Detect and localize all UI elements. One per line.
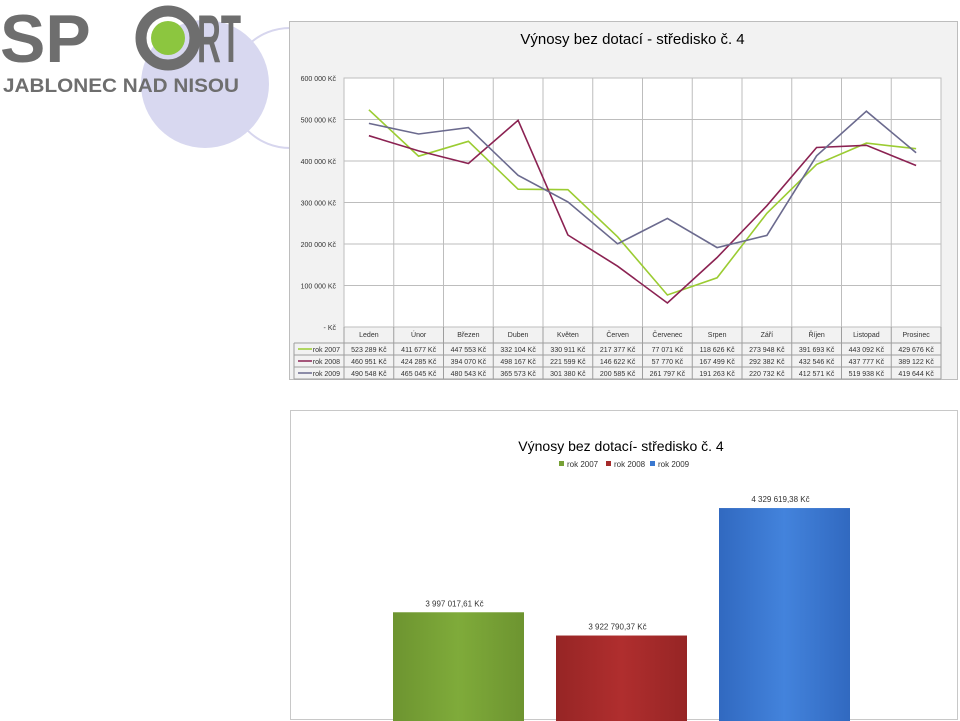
- table-cell: 437 777 Kč: [849, 359, 885, 366]
- legend-label: rok 2007: [313, 347, 340, 354]
- x-category-label: Červenec: [652, 330, 682, 339]
- table-cell: 465 045 Kč: [401, 371, 437, 378]
- table-cell: 261 797 Kč: [650, 371, 686, 378]
- x-category-label: Květen: [557, 332, 579, 339]
- y-tick-label: 200 000 Kč: [301, 242, 337, 249]
- table-cell: 480 543 Kč: [451, 371, 487, 378]
- y-tick-label: 100 000 Kč: [301, 284, 337, 291]
- series-line-rok-2009: [368, 110, 917, 249]
- bar-chart-svg: Výnosy bez dotací- středisko č. 4 rok 200…: [393, 438, 850, 721]
- table-cell: 365 573 Kč: [500, 371, 536, 378]
- table-cell: 419 644 Kč: [898, 371, 934, 378]
- y-tick-label: 300 000 Kč: [301, 201, 337, 208]
- x-category-label: Únor: [411, 330, 427, 339]
- data-label: 3 922 790,37 Kč: [588, 623, 646, 632]
- x-category-label: Srpen: [708, 332, 727, 339]
- x-category-label: Září: [761, 332, 774, 339]
- legend-label: rok 2008: [614, 460, 646, 469]
- y-tick-label: - Kč: [324, 325, 337, 332]
- sport-logo: SP RT JABLONEC NAD NISOU: [0, 1, 300, 149]
- table-cell: 217 377 Kč: [600, 347, 636, 354]
- legend-label: rok 2007: [567, 460, 599, 469]
- x-category-label: Listopad: [853, 332, 880, 339]
- table-cell: 391 693 Kč: [799, 347, 835, 354]
- table-cell: 490 548 Kč: [351, 371, 387, 378]
- data-label: 3 997 017,61 Kč: [425, 599, 483, 608]
- y-tick-label: 500 000 Kč: [301, 118, 337, 125]
- table-cell: 460 951 Kč: [351, 359, 387, 366]
- series-line-rok-2008: [368, 118, 917, 305]
- x-category-label: Říjen: [808, 330, 824, 339]
- line-chart-title: Výnosy bez dotací - středisko č. 4: [520, 31, 744, 48]
- logo-o-green: [151, 21, 185, 55]
- table-cell: 200 585 Kč: [600, 371, 636, 378]
- table-cell: 57 770 Kč: [652, 359, 684, 366]
- table-cell: 273 948 Kč: [749, 347, 785, 354]
- bar-rok-2009: [719, 508, 850, 721]
- table-cell: 292 382 Kč: [749, 359, 785, 366]
- data-label: 4 329 619,38 Kč: [751, 495, 809, 504]
- table-cell: 432 546 Kč: [799, 359, 835, 366]
- table-cell: 519 938 Kč: [849, 371, 885, 378]
- table-cell: 146 622 Kč: [600, 359, 636, 366]
- bar-chart: Výnosy bez dotací- středisko č. 4 rok 200…: [290, 410, 958, 721]
- table-cell: 447 553 Kč: [451, 347, 487, 354]
- table-cell: 523 289 Kč: [351, 347, 387, 354]
- bar-rok-2007: [393, 612, 524, 721]
- table-cell: 498 167 Kč: [500, 359, 536, 366]
- legend-swatch-rok-2007: [559, 461, 564, 466]
- data-table: rok 2007 523 289 Kč 411 677 Kč 447 553 Kč 33…: [293, 327, 942, 380]
- table-cell: 191 263 Kč: [699, 371, 735, 378]
- table-cell: 77 071 Kč: [652, 347, 684, 354]
- table-cell: 411 677 Kč: [401, 347, 436, 354]
- legend-label: rok 2009: [658, 460, 690, 469]
- legend-swatch-rok-2008: [606, 461, 611, 466]
- line-chart: Výnosy bez dotací - středisko č. 4 600 00…: [289, 21, 958, 380]
- logo-text-city: JABLONEC NAD NISOU: [3, 76, 239, 97]
- logo-text-sp: SP: [0, 1, 91, 77]
- y-tick-label: 600 000 Kč: [301, 76, 337, 83]
- table-cell: 443 092 Kč: [849, 347, 885, 354]
- table-cell: 332 104 Kč: [500, 347, 536, 354]
- bar-rok-2008: [556, 635, 687, 721]
- x-category-label: Červen: [606, 330, 629, 339]
- table-cell: 389 122 Kč: [898, 359, 934, 366]
- table-cell: 412 571 Kč: [799, 371, 835, 378]
- bar-chart-title: Výnosy bez dotací- středisko č. 4: [518, 438, 724, 454]
- table-cell: 220 732 Kč: [749, 371, 785, 378]
- table-cell: 118 626 Kč: [700, 347, 735, 354]
- series-line-rok-2007: [368, 109, 917, 296]
- x-category-label: Březen: [457, 332, 479, 339]
- legend-label: rok 2008: [313, 359, 340, 366]
- table-cell: 330 911 Kč: [550, 347, 585, 354]
- x-category-label: Prosinec: [903, 332, 931, 339]
- line-chart-svg: Výnosy bez dotací - středisko č. 4 600 00…: [293, 31, 942, 380]
- table-cell: 301 380 Kč: [550, 371, 586, 378]
- table-cell: 221 599 Kč: [550, 359, 586, 366]
- table-cell: 167 499 Kč: [699, 359, 735, 366]
- legend-label: rok 2009: [313, 371, 340, 378]
- table-cell: 424 285 Kč: [401, 359, 437, 366]
- table-cell: 394 070 Kč: [451, 359, 487, 366]
- x-category-label: Duben: [508, 332, 529, 339]
- logo-text-rt: RT: [197, 1, 241, 77]
- x-category-label: Leden: [359, 332, 379, 339]
- table-cell: 429 676 Kč: [898, 347, 934, 354]
- legend-swatch-rok-2009: [650, 461, 655, 466]
- logo-o-ring: [135, 5, 201, 71]
- y-tick-label: 400 000 Kč: [301, 159, 337, 166]
